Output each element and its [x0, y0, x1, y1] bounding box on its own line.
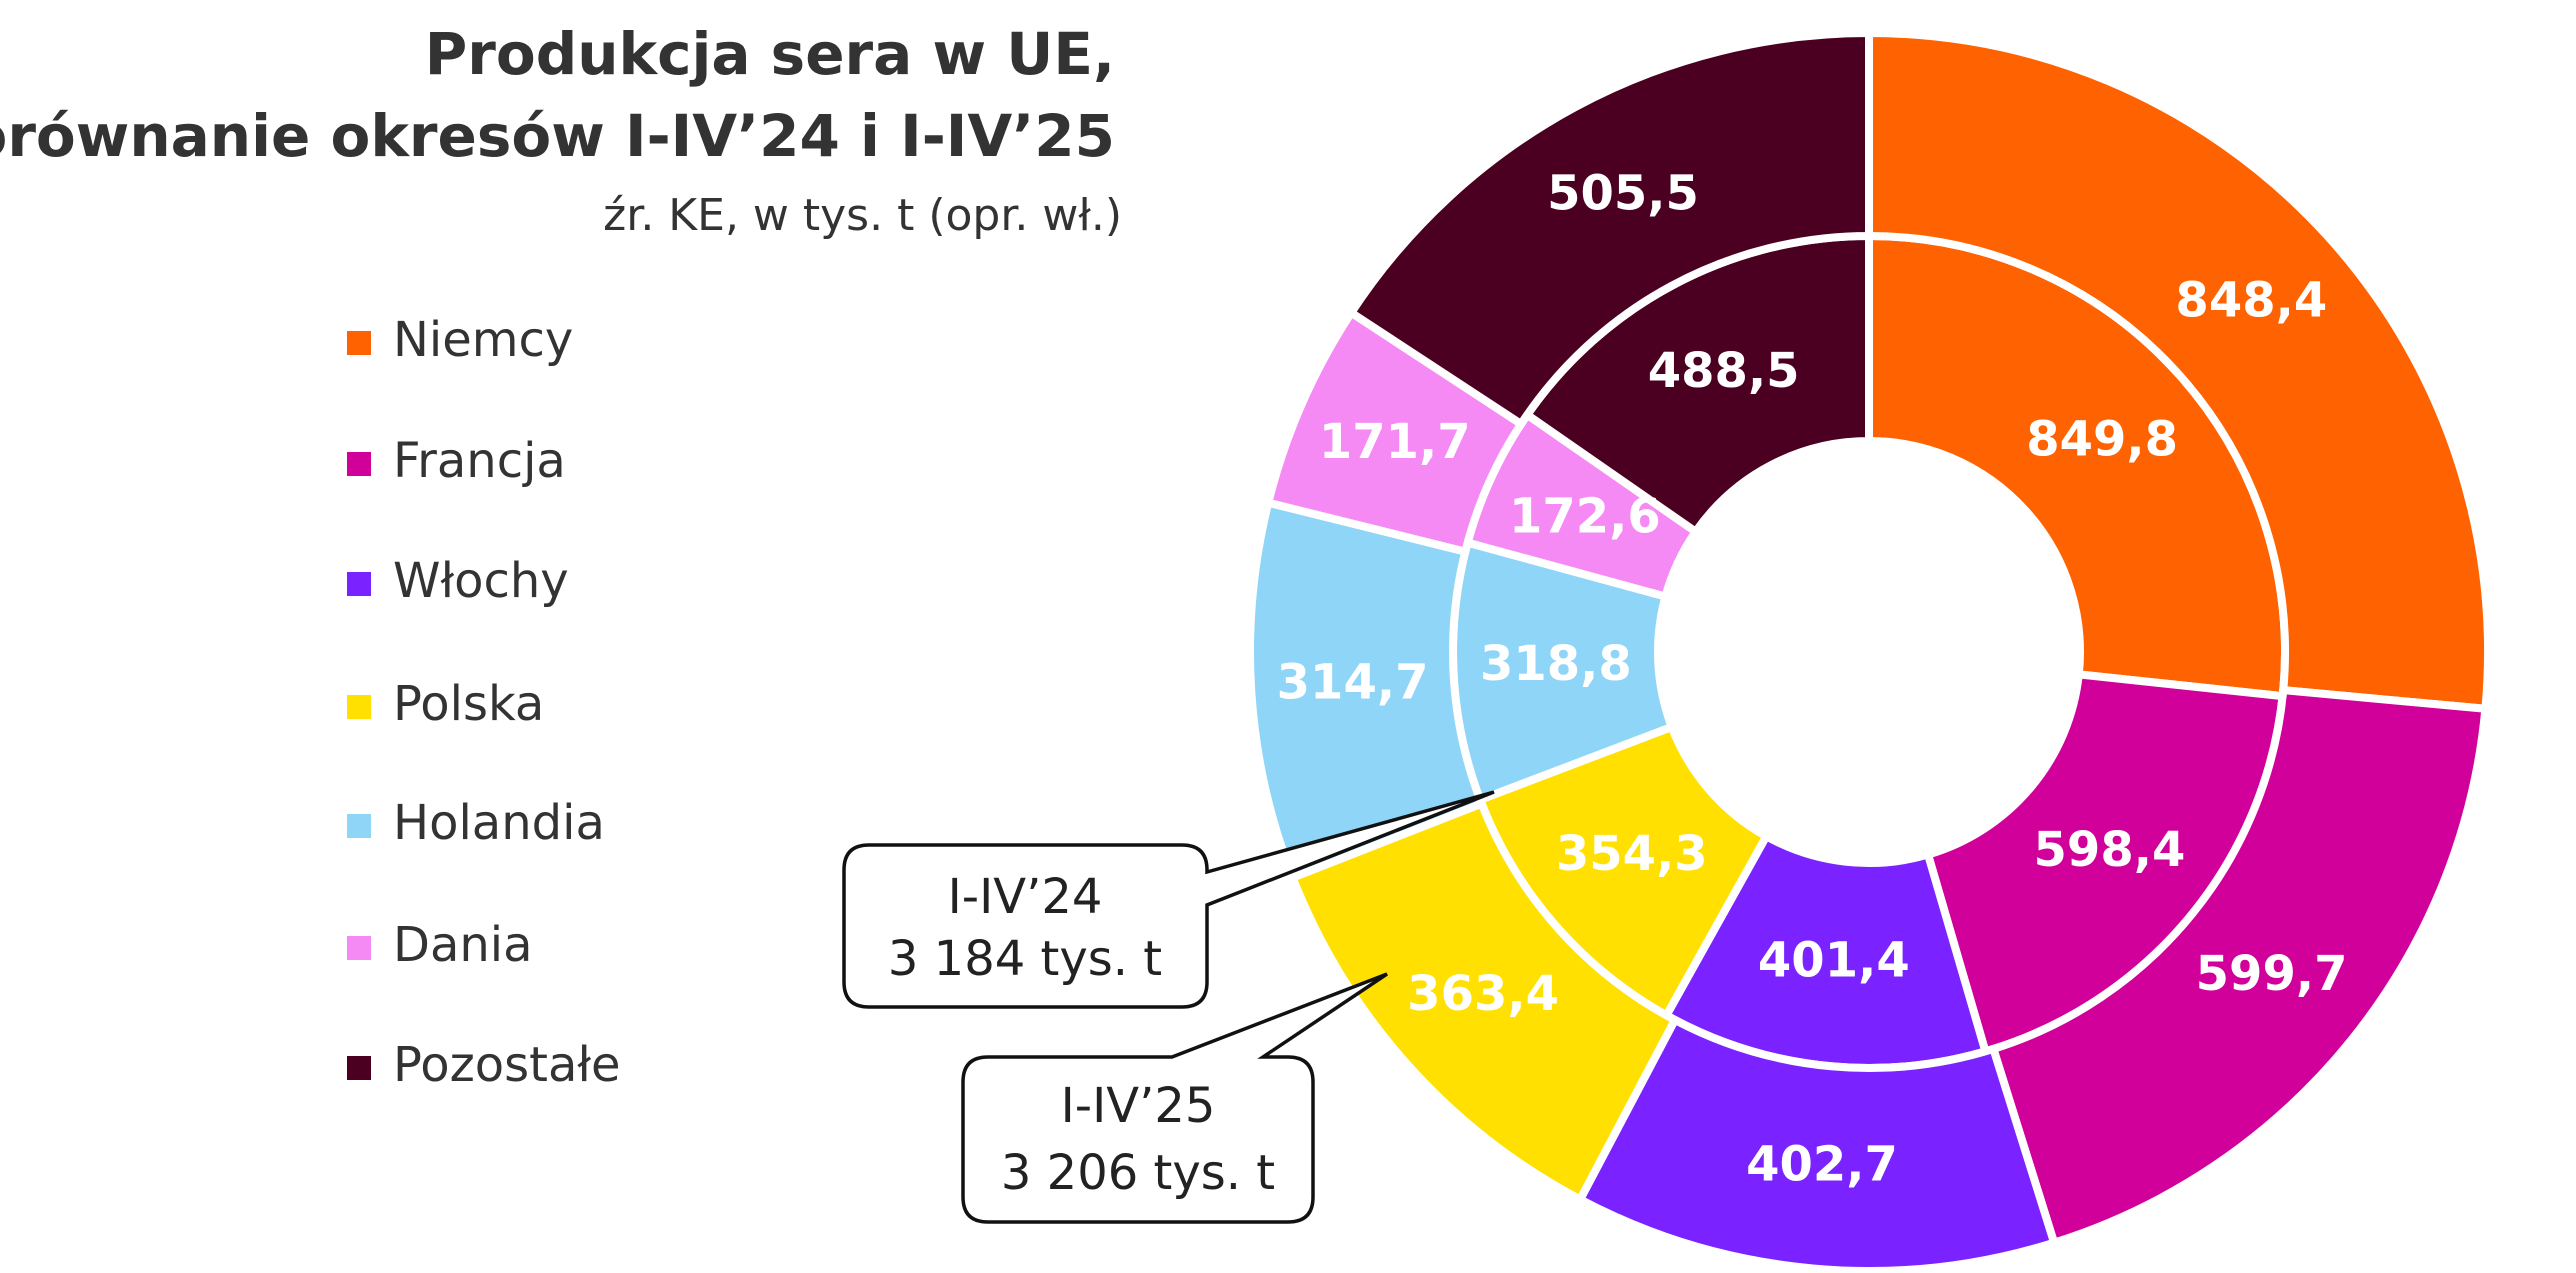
- legend-label: Francja: [393, 433, 566, 489]
- legend-label: Niemcy: [393, 312, 573, 368]
- legend-swatch: [347, 814, 371, 838]
- value-label: 598,4: [2034, 822, 2186, 878]
- legend-label: Dania: [393, 917, 533, 973]
- legend: Niemcy Francja Włochy Polska Holandia Dania Po…: [347, 312, 621, 1093]
- callout-title: I-IV’24: [948, 869, 1103, 925]
- value-label: 354,3: [1556, 826, 1708, 882]
- chart-title: Produkcja sera w UE,: [425, 20, 1115, 88]
- value-label: 363,4: [1407, 966, 1559, 1022]
- value-label: 505,5: [1547, 166, 1699, 222]
- legend-label: Pozostałe: [393, 1037, 621, 1093]
- value-label: 314,7: [1277, 654, 1429, 710]
- value-label: 171,7: [1319, 414, 1471, 470]
- legend-swatch: [347, 1056, 371, 1080]
- legend-label: Holandia: [393, 795, 605, 851]
- legend-swatch: [347, 572, 371, 596]
- value-label: 318,8: [1480, 636, 1632, 692]
- chart-subtitle: źr. KE, w tys. t (opr. wł.): [603, 190, 1122, 241]
- donut-segment: [1345, 28, 1873, 430]
- legend-swatch: [347, 936, 371, 960]
- callout-title: I-IV’25: [1061, 1078, 1216, 1134]
- legend-swatch: [347, 331, 371, 355]
- callout-total: 3 184 tys. t: [888, 931, 1162, 987]
- value-label: 848,4: [2175, 272, 2327, 328]
- legend-label: Polska: [393, 676, 544, 732]
- value-label: 849,8: [2026, 411, 2178, 467]
- legend-swatch: [347, 695, 371, 719]
- value-label: 488,5: [1648, 343, 1800, 399]
- value-label: 599,7: [2196, 946, 2348, 1002]
- value-label: 402,7: [1746, 1136, 1898, 1192]
- callout-total: 3 206 tys. t: [1001, 1145, 1275, 1201]
- value-label: 401,4: [1758, 933, 1910, 989]
- chart-title: porównanie okresów I-IV’24 i I-IV’25: [0, 102, 1115, 170]
- legend-label: Włochy: [393, 553, 569, 609]
- donut-segment: [1988, 685, 2490, 1248]
- donut-segment: [1865, 28, 2492, 714]
- callout-box: [961, 972, 1388, 1224]
- callout-box: [842, 790, 1495, 1009]
- legend-swatch: [347, 452, 371, 476]
- donut: [1246, 28, 2492, 1273]
- value-labels: 849,8 598,4 401,4 354,3 318,8 172,6 488,5 848,4…: [1277, 166, 2348, 1193]
- value-label: 172,6: [1509, 488, 1661, 544]
